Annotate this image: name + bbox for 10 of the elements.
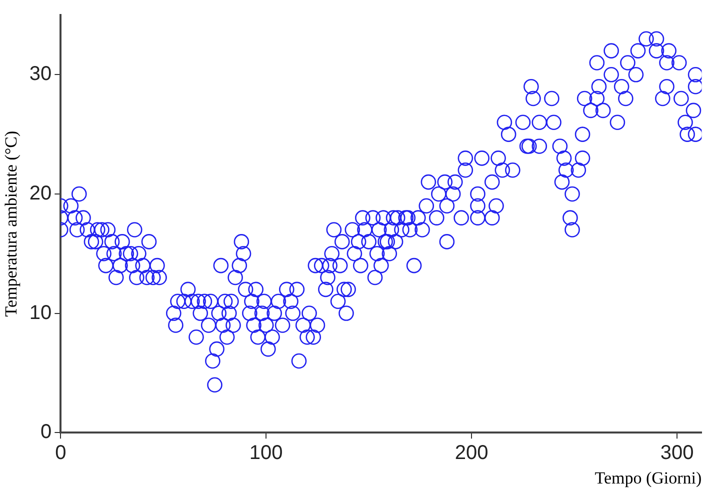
- y-tick-label: 10: [29, 302, 52, 324]
- y-tick-label: 0: [40, 421, 52, 444]
- y-axis-title: Temperatura ambiente (°C): [2, 130, 21, 317]
- x-tick-label: 300: [660, 442, 694, 464]
- x-tick-label: 0: [55, 442, 66, 464]
- x-tick-label: 200: [454, 442, 488, 464]
- x-tick-label: 100: [249, 442, 283, 464]
- x-axis-title: Tempo (Giorni): [594, 468, 702, 488]
- y-tick-label: 20: [29, 182, 52, 204]
- y-tick-label: 30: [29, 63, 52, 86]
